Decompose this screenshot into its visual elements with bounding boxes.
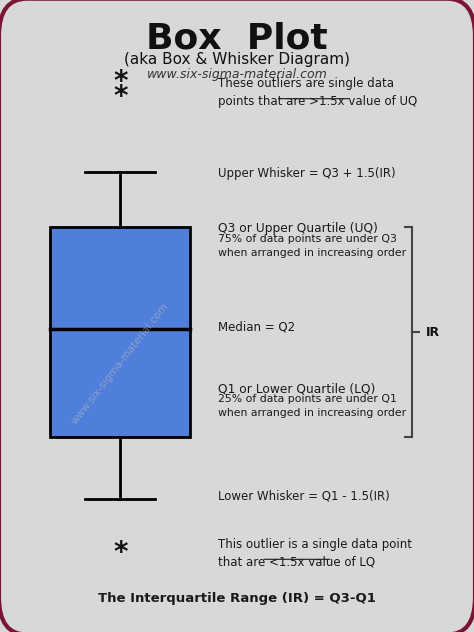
- Text: *: *: [113, 83, 128, 111]
- Bar: [50, 227, 191, 437]
- Text: 75% of data points are under Q3
when arranged in increasing order: 75% of data points are under Q3 when arr…: [219, 234, 407, 258]
- Text: Upper Whisker = Q3 + 1.5(IR): Upper Whisker = Q3 + 1.5(IR): [219, 167, 396, 180]
- Text: *: *: [113, 68, 128, 96]
- Text: Box  Plot: Box Plot: [146, 22, 328, 56]
- Text: Q1 or Lower Quartile (LQ): Q1 or Lower Quartile (LQ): [219, 382, 376, 396]
- Text: www.six-sigma-material.com: www.six-sigma-material.com: [146, 68, 328, 81]
- Text: The Interquartile Range (IR) = Q3-Q1: The Interquartile Range (IR) = Q3-Q1: [98, 592, 376, 605]
- Text: www.six-sigma-material.com: www.six-sigma-material.com: [70, 300, 171, 425]
- Text: (aka Box & Whisker Diagram): (aka Box & Whisker Diagram): [124, 52, 350, 67]
- Text: Lower Whisker = Q1 - 1.5(IR): Lower Whisker = Q1 - 1.5(IR): [219, 489, 390, 502]
- Text: *: *: [113, 539, 128, 567]
- Text: 25% of data points are under Q1
when arranged in increasing order: 25% of data points are under Q1 when arr…: [219, 394, 407, 418]
- Text: Median = Q2: Median = Q2: [219, 320, 295, 334]
- Text: Q3 or Upper Quartile (UQ): Q3 or Upper Quartile (UQ): [219, 222, 378, 235]
- Text: These outliers are single data
points that are >1.5x value of UQ: These outliers are single data points th…: [219, 77, 418, 108]
- Text: IR: IR: [426, 325, 440, 339]
- Text: This outlier is a single data point
that are <1.5x value of LQ: This outlier is a single data point that…: [219, 538, 412, 569]
